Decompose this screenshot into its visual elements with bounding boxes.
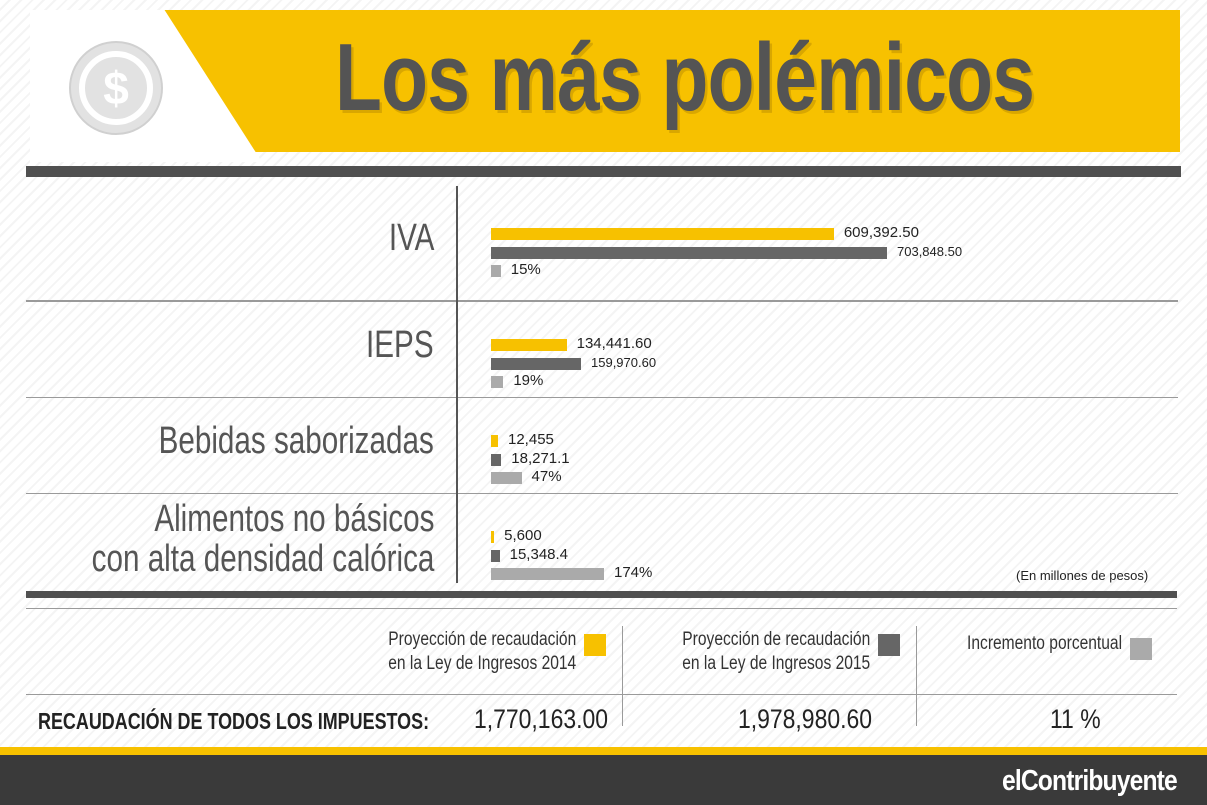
bar-2014 [491, 339, 567, 351]
data-label: 5,600 [504, 527, 542, 544]
bar-increase [491, 472, 522, 484]
bar-increase [491, 376, 504, 388]
data-label: 19% [513, 372, 544, 389]
dollar-coin-icon: $ [66, 38, 166, 138]
legend-label-line: Proyección de recaudación [388, 629, 576, 650]
row-separator [26, 397, 1178, 398]
category-label: IVA [388, 218, 434, 258]
bar-2014 [491, 435, 498, 447]
data-label: 12,455 [508, 431, 554, 448]
bar-2015 [491, 454, 502, 466]
page-title: Los más polémicos [335, 24, 1035, 131]
row-separator [26, 493, 1178, 494]
legend-label-line: Proyección de recaudación [682, 629, 870, 650]
category-axis-line [456, 186, 458, 583]
total-2015-value: 1,978,980.60 [738, 704, 873, 734]
legend-label-line: en la Ley de Ingresos 2014 [388, 653, 576, 674]
category-label: Alimentos no básicos con alta densidad ca… [91, 499, 434, 579]
row-separator [26, 301, 1178, 302]
category-label: IEPS [366, 325, 434, 365]
data-label: 609,392.50 [843, 224, 919, 241]
category-label-line: IEPS [366, 323, 434, 366]
category-label-line: IVA [388, 217, 434, 259]
column-separator [622, 626, 623, 726]
footer-accent-stripe [0, 747, 1207, 755]
brand-logo: elContribuyente [1002, 765, 1178, 797]
data-label: 15,348.4 [509, 546, 569, 563]
column-separator [916, 626, 917, 726]
category-label-line: Alimentos no básicos [153, 498, 434, 540]
category-label: Bebidas saborizadas [159, 421, 434, 461]
data-label: 703,848.50 [897, 244, 963, 259]
chart-bottom-divider [26, 591, 1177, 598]
legend-label: Proyección de recaudación en la Ley de In… [388, 628, 576, 676]
total-2014-value: 1,770,163.00 [474, 704, 609, 734]
bar-2014 [491, 228, 834, 240]
data-label: 174% [614, 564, 653, 581]
category-label-line: Bebidas saborizadas [158, 419, 434, 462]
footer-bar [0, 755, 1207, 805]
data-label: 159,970.60 [591, 355, 657, 370]
totals-label: RECAUDACIÓN DE TODOS LOS IMPUESTOS: [38, 708, 430, 734]
bar-increase [491, 265, 501, 277]
data-label: 134,441.60 [576, 335, 652, 352]
data-label: 15% [510, 261, 541, 278]
bar-increase [491, 568, 604, 580]
data-label: 47% [531, 468, 562, 485]
header-band [150, 10, 1180, 152]
legend-label-line: Incremento porcentual [966, 633, 1122, 654]
category-label-line: con alta densidad calórica [91, 538, 434, 580]
legend-swatch [878, 634, 900, 656]
svg-text:$: $ [103, 62, 129, 114]
data-label: 18,271.1 [511, 450, 570, 467]
legend-swatch [584, 634, 606, 656]
top-divider [26, 166, 1181, 177]
totals-rule [26, 694, 1177, 695]
legend-label: Proyección de recaudación en la Ley de In… [682, 628, 870, 676]
unit-note: (En millones de pesos) [1016, 568, 1149, 583]
row-separator [26, 300, 1178, 301]
bar-2015 [491, 247, 887, 259]
legend-top-rule [26, 608, 1177, 609]
legend-label: Incremento porcentual [967, 632, 1122, 656]
bar-2014 [491, 531, 495, 543]
total-increase-value: 11 % [1050, 704, 1101, 734]
bar-2015 [491, 550, 500, 562]
legend-label-line: en la Ley de Ingresos 2015 [682, 653, 870, 674]
legend-swatch [1130, 638, 1152, 660]
bar-2015 [491, 358, 581, 370]
